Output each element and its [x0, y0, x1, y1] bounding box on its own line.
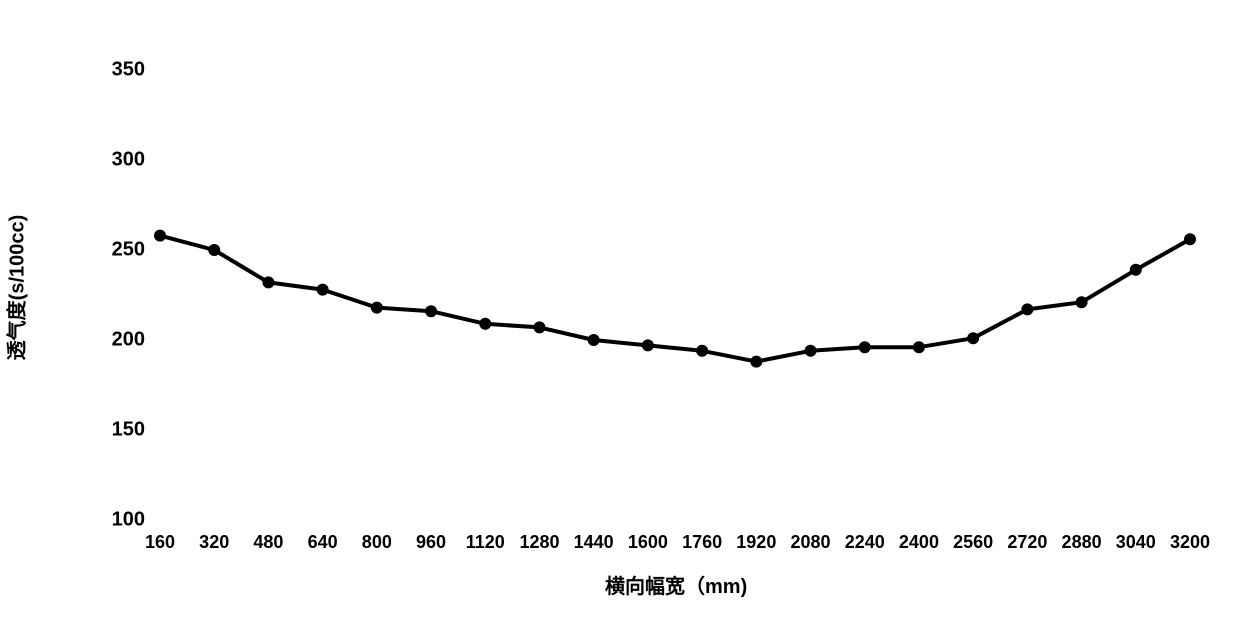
series-marker: [371, 302, 383, 314]
line-chart: 透气度(s/100cc) 横向幅宽（mm) 100150200250300350…: [0, 0, 1240, 632]
series-marker: [696, 345, 708, 357]
series-marker: [208, 244, 220, 256]
series-marker: [425, 305, 437, 317]
series-marker: [317, 284, 329, 296]
series-marker: [642, 339, 654, 351]
series-marker: [1076, 296, 1088, 308]
series-marker: [913, 341, 925, 353]
series-marker: [533, 321, 545, 333]
series-marker: [479, 318, 491, 330]
series-marker: [1130, 264, 1142, 276]
series-marker: [262, 276, 274, 288]
series-marker: [859, 341, 871, 353]
series-marker: [154, 230, 166, 242]
chart-svg: [0, 0, 1240, 632]
series-marker: [967, 332, 979, 344]
series-marker: [750, 356, 762, 368]
series-line: [160, 236, 1190, 362]
series-marker: [1021, 303, 1033, 315]
series-marker: [1184, 233, 1196, 245]
series-marker: [805, 345, 817, 357]
series-marker: [588, 334, 600, 346]
